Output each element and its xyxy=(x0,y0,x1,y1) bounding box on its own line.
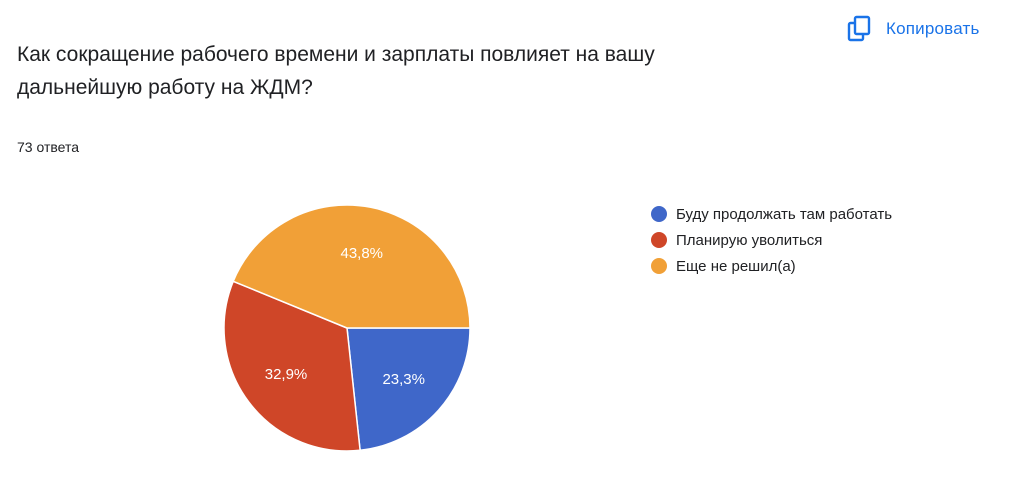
pie-slice-2[interactable] xyxy=(223,280,361,452)
legend-label: Еще не решил(а) xyxy=(676,257,796,275)
legend-label: Буду продолжать там работать xyxy=(676,205,893,223)
legend-swatch xyxy=(651,206,667,222)
copy-icon xyxy=(846,15,874,43)
copy-label: Копировать xyxy=(886,19,980,38)
pie-data-label-2: 32,9% xyxy=(265,366,308,383)
legend-swatch xyxy=(651,258,667,274)
chart-legend: Буду продолжать там работать Планирую уво… xyxy=(651,201,892,279)
legend-swatch xyxy=(651,232,667,248)
legend-item-1: Буду продолжать там работать xyxy=(651,201,892,227)
pie-slice-1[interactable] xyxy=(346,327,471,452)
legend-label: Планирую уволиться xyxy=(676,231,823,249)
pie-slice-3[interactable] xyxy=(232,204,471,329)
response-count: 73 ответа xyxy=(17,139,79,155)
copy-button[interactable]: Копировать xyxy=(846,14,980,44)
legend-item-3: Еще не решил(а) xyxy=(651,253,892,279)
pie-data-label-1: 23,3% xyxy=(382,371,425,388)
legend-item-2: Планирую уволиться xyxy=(651,227,892,253)
pie-data-label-3: 43,8% xyxy=(340,245,383,262)
question-title: Как сокращение рабочего времени и зарпла… xyxy=(17,43,655,99)
